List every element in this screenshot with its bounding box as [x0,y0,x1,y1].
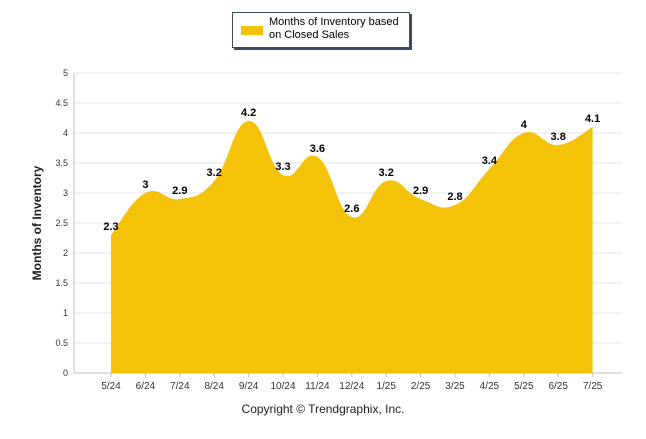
y-tick-label: 1.5 [55,278,68,288]
y-tick-label: 3.5 [55,158,68,168]
x-tick-label: 5/25 [514,381,534,392]
x-tick-label: 9/24 [239,381,259,392]
x-tick-label: 11/24 [305,381,330,392]
y-tick-label: 4.5 [55,98,68,108]
y-axis-title: Months of Inventory [30,165,44,281]
y-tick-label: 2 [63,248,68,258]
data-label: 3.2 [379,167,394,179]
data-label: 2.3 [103,221,118,233]
data-label: 4 [521,119,528,131]
x-tick-label: 1/25 [376,381,396,392]
x-tick-label: 4/25 [480,381,500,392]
x-tick-label: 7/25 [583,381,603,392]
x-tick-label: 10/24 [270,381,295,392]
series-area [111,120,593,373]
x-tick-label: 6/24 [136,381,156,392]
data-label: 3.2 [207,167,222,179]
data-label: 3 [142,179,148,191]
data-label: 2.8 [447,191,462,203]
y-tick-label: 3 [63,188,68,198]
y-tick-label: 5 [63,68,68,78]
x-tick-label: 12/24 [339,381,364,392]
y-tick-label: 2.5 [55,218,68,228]
data-label: 2.9 [413,185,428,197]
y-tick-label: 4 [63,128,68,138]
data-label: 3.6 [310,143,325,155]
y-tick-label: 0 [63,368,68,378]
x-tick-label: 7/24 [170,381,190,392]
data-label: 2.9 [172,185,187,197]
y-tick-label: 1 [63,308,68,318]
y-tick-label: 0.5 [55,338,68,348]
x-tick-label: 6/25 [548,381,568,392]
data-label: 3.4 [482,155,498,167]
x-tick-label: 3/25 [445,381,465,392]
data-label: 3.8 [551,131,566,143]
x-tick-label: 2/25 [411,381,431,392]
legend-label: Months of Inventory based on Closed Sale… [269,16,399,41]
data-label: 3.3 [275,161,290,173]
legend-swatch [241,26,263,35]
legend: Months of Inventory based on Closed Sale… [232,12,410,48]
data-label: 4.2 [241,107,256,119]
data-label: 2.6 [344,203,359,215]
x-tick-label: 8/24 [204,381,224,392]
data-label: 4.1 [585,113,600,125]
x-tick-label: 5/24 [101,381,121,392]
copyright-footer: Copyright © Trendgraphix, Inc. [241,402,405,416]
